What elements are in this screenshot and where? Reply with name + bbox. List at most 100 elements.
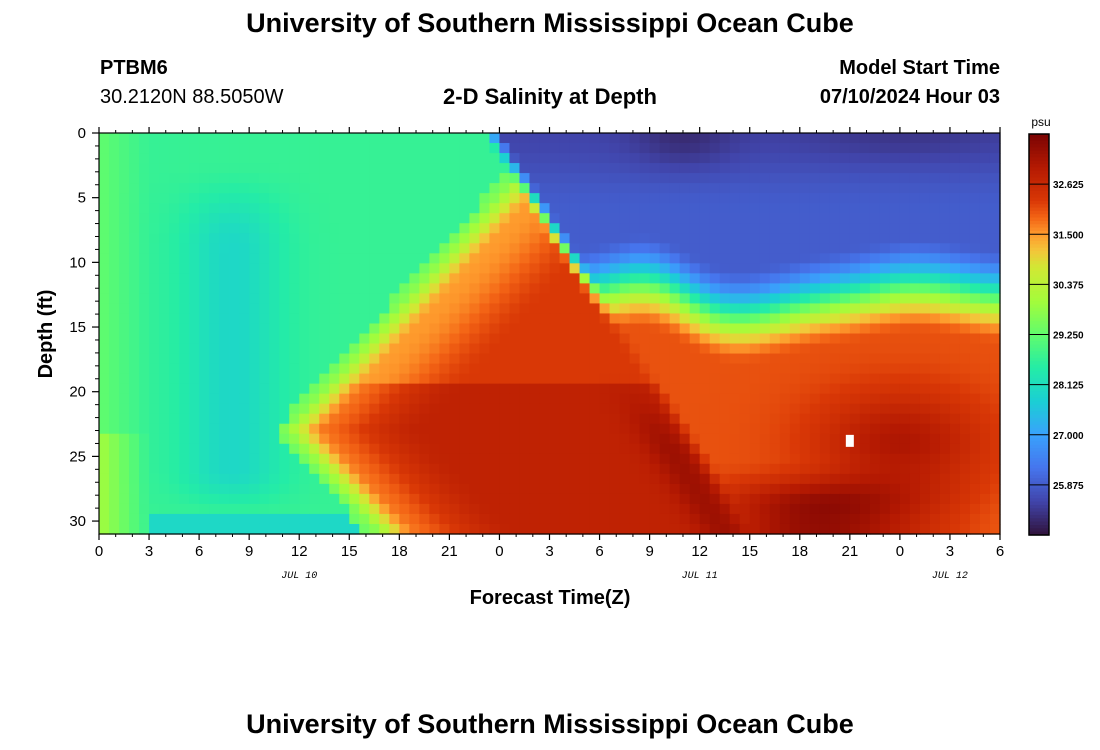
heatmap-cell (659, 253, 671, 264)
heatmap-cell (929, 213, 941, 224)
heatmap-cell (649, 133, 661, 144)
heatmap-cell (499, 373, 511, 385)
heatmap-cell (279, 383, 290, 395)
heatmap-cell (329, 333, 340, 345)
heatmap-cell (729, 213, 741, 224)
heatmap-cell (209, 313, 220, 325)
heatmap-cell (109, 163, 120, 174)
heatmap-cell (339, 253, 350, 264)
heatmap-cell (119, 163, 130, 174)
heatmap-cell (349, 323, 360, 335)
heatmap-cell (949, 153, 961, 164)
heatmap-cell (789, 143, 801, 154)
heatmap-cell (669, 393, 681, 405)
heatmap-cell (309, 483, 320, 495)
heatmap-cell (449, 303, 460, 315)
heatmap-cell (919, 433, 931, 445)
heatmap-cell (769, 263, 781, 274)
heatmap-cell (109, 413, 120, 425)
heatmap-cell (969, 253, 981, 264)
heatmap-cell (439, 163, 450, 174)
heatmap-cell (649, 223, 661, 234)
heatmap-cell (119, 263, 130, 274)
heatmap-cell (949, 363, 961, 375)
heatmap-cell (359, 523, 370, 535)
heatmap-cell (479, 423, 491, 435)
heatmap-cell (399, 493, 410, 505)
heatmap-cell (779, 133, 791, 144)
heatmap-cell (259, 333, 270, 345)
heatmap-cell (699, 433, 711, 445)
heatmap-cell (479, 153, 491, 164)
heatmap-cell (189, 413, 200, 425)
heatmap-cell (549, 413, 561, 425)
heatmap-cell (419, 363, 430, 375)
heatmap-cell (199, 183, 210, 194)
heatmap-cell (449, 313, 460, 325)
heatmap-cell (299, 443, 310, 455)
heatmap-cell (419, 423, 430, 435)
heatmap-cell (779, 413, 791, 425)
heatmap-cell (499, 503, 511, 515)
heatmap-cell (979, 383, 991, 395)
heatmap-cell (889, 193, 901, 204)
heatmap-cell (909, 203, 921, 214)
heatmap-cell (839, 283, 851, 295)
heatmap-cell (129, 133, 140, 144)
heatmap-cell (99, 163, 110, 174)
heatmap-cell (379, 283, 390, 295)
heatmap-cell (809, 253, 821, 264)
heatmap-cell (579, 193, 591, 204)
heatmap-cell (159, 403, 170, 415)
heatmap-cell (729, 283, 741, 295)
heatmap-cell (239, 493, 250, 505)
heatmap-cell (239, 303, 250, 315)
heatmap-cell (139, 213, 150, 224)
heatmap-cell (849, 293, 861, 305)
heatmap-cell (259, 143, 270, 154)
heatmap-cell (279, 433, 290, 445)
heatmap-cell (879, 263, 891, 274)
heatmap-cell (499, 453, 511, 465)
heatmap-cell (129, 293, 140, 305)
heatmap-cell (699, 393, 711, 405)
heatmap-cell (389, 343, 400, 355)
heatmap-cell (459, 273, 471, 284)
heatmap-cell (529, 423, 541, 435)
heatmap-cell (139, 183, 150, 194)
heatmap-cell (389, 153, 400, 164)
heatmap-cell (509, 253, 521, 264)
heatmap-cell (209, 323, 220, 335)
heatmap-cell (479, 313, 491, 325)
heatmap-cell (579, 243, 591, 254)
heatmap-cell (369, 433, 380, 445)
heatmap-cell (159, 343, 170, 355)
heatmap-cell (949, 293, 961, 305)
heatmap-cell (139, 153, 150, 164)
heatmap-cell (149, 523, 160, 535)
heatmap-cell (809, 463, 821, 475)
heatmap-cell (869, 443, 881, 455)
heatmap-cell (889, 153, 901, 164)
heatmap-cell (249, 223, 260, 234)
heatmap-cell (619, 143, 631, 154)
heatmap-cell (759, 343, 771, 355)
heatmap-cell (539, 163, 551, 174)
heatmap-cell (989, 273, 1001, 284)
heatmap-cell (809, 263, 821, 274)
colorbar-swatch (1029, 411, 1049, 416)
heatmap-cell (799, 523, 811, 535)
heatmap-cell (359, 433, 370, 445)
heatmap-cell (529, 273, 541, 284)
heatmap-cell (239, 383, 250, 395)
heatmap-cell (569, 333, 581, 345)
heatmap-cell (669, 213, 681, 224)
heatmap-cell (289, 523, 300, 535)
heatmap-cell (429, 193, 440, 204)
heatmap-cell (659, 233, 671, 244)
heatmap-cell (439, 153, 450, 164)
heatmap-cell (329, 463, 340, 475)
heatmap-cell (309, 243, 320, 254)
heatmap-cell (209, 443, 220, 455)
heatmap-cell (979, 153, 991, 164)
